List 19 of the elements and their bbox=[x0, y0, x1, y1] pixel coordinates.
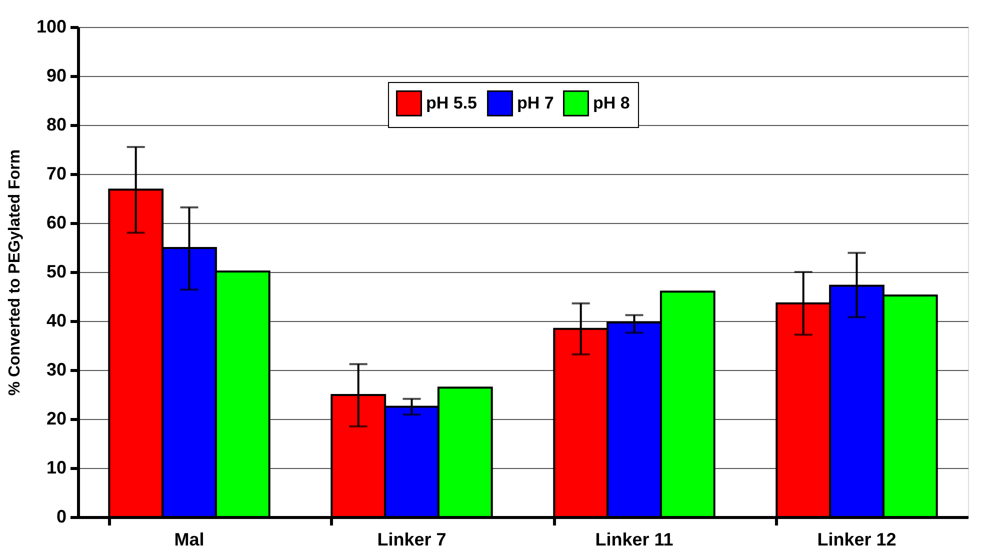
y-axis-title: % Converted to PEGylated Form bbox=[6, 149, 24, 396]
y-tick-label: 0 bbox=[56, 506, 66, 526]
legend-label: pH 7 bbox=[517, 93, 554, 112]
y-tick-label: 20 bbox=[46, 408, 66, 428]
legend-label: pH 5.5 bbox=[426, 93, 478, 112]
y-tick-label: 90 bbox=[46, 66, 66, 86]
x-tick-label: Linker 12 bbox=[817, 530, 896, 550]
x-tick-label: Linker 11 bbox=[595, 530, 674, 550]
x-tick-label: Linker 7 bbox=[377, 530, 446, 550]
y-tick-label: 50 bbox=[46, 262, 66, 282]
y-tick-label: 70 bbox=[46, 164, 66, 184]
legend-label: pH 8 bbox=[593, 93, 630, 112]
y-tick-label: 10 bbox=[46, 458, 66, 478]
y-tick-label: 80 bbox=[46, 114, 66, 134]
y-tick-label: 40 bbox=[46, 310, 66, 330]
y-tick-label: 100 bbox=[36, 16, 66, 36]
y-tick-label: 60 bbox=[46, 212, 66, 232]
y-tick-label: 30 bbox=[46, 360, 66, 380]
x-tick-label: Mal bbox=[174, 530, 204, 550]
